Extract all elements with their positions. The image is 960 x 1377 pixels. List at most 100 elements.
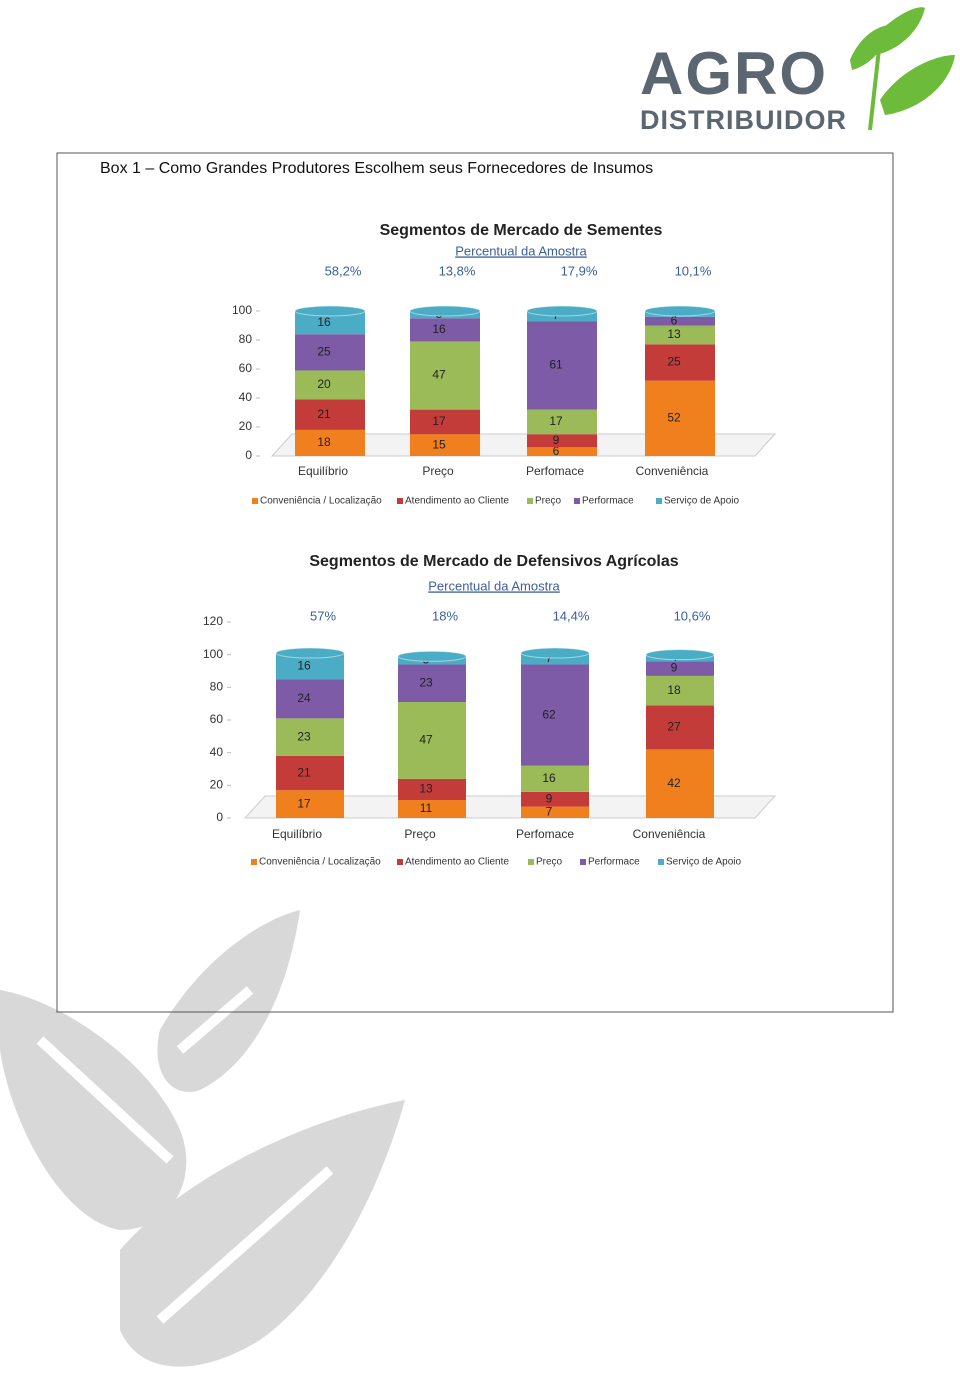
bar-top [520, 647, 590, 659]
data-label: 21 [317, 407, 331, 421]
bar-segment [521, 653, 589, 665]
x-tick-label: Perfomace [526, 464, 584, 478]
x-tick-label: Conveniência [633, 827, 706, 841]
data-label: 21 [297, 765, 311, 779]
data-label: 9 [546, 791, 553, 805]
y-tick-label: 20 [239, 419, 253, 433]
data-label: 7 [546, 804, 553, 818]
data-label: 23 [419, 675, 433, 689]
bar-top [409, 305, 481, 317]
data-label: 9 [553, 433, 560, 447]
y-tick-label: 40 [210, 745, 224, 759]
data-label: 16 [317, 315, 331, 329]
bar-segment [646, 675, 714, 706]
box-frame [56, 152, 894, 1013]
bar-segment [410, 409, 480, 435]
y-tick-label: 40 [239, 390, 253, 404]
bar-segment [645, 380, 715, 456]
legend-label: Preço [536, 857, 563, 868]
data-label: 11 [420, 801, 433, 815]
bar-top [275, 647, 345, 659]
annotation: 13,8% [439, 263, 476, 278]
y-tick-label: 120 [203, 614, 223, 628]
data-label: 27 [667, 720, 681, 734]
bar-segment [295, 334, 365, 371]
legend-swatch [574, 498, 580, 504]
logo [850, 7, 955, 131]
legend-swatch [397, 859, 403, 865]
data-label: 18 [667, 683, 681, 697]
bar-segment [276, 790, 344, 818]
data-label: 47 [432, 368, 446, 382]
data-label: 13 [667, 327, 681, 341]
annotation: 18% [432, 608, 458, 623]
data-label: 17 [297, 796, 311, 810]
legend-label: Conveniência / Localização [259, 857, 381, 868]
chart-title: Segmentos de Mercado de Defensivos Agríc… [309, 553, 678, 570]
x-tick-label: Equilíbrio [298, 464, 348, 478]
legend-swatch [251, 859, 257, 865]
data-label: 47 [419, 733, 433, 747]
data-label: 18 [317, 435, 331, 449]
data-label: 16 [297, 658, 311, 672]
y-tick-label: 80 [210, 680, 224, 694]
bar-segment [276, 755, 344, 791]
legend-label: Performace [588, 857, 640, 868]
data-label: 24 [297, 691, 311, 705]
bar-top [644, 305, 716, 317]
legend-label: Atendimento ao Cliente [405, 857, 509, 868]
bar-segment [646, 661, 714, 676]
data-label: 17 [432, 414, 446, 428]
bar-segment [646, 705, 714, 750]
bar-segment [410, 434, 480, 456]
bar-segment [645, 344, 715, 381]
data-label: 52 [667, 410, 681, 424]
logo-bottom: DISTRIBUIDOR [640, 105, 847, 135]
x-tick-label: Preço [404, 827, 436, 841]
bar-segment [398, 778, 466, 801]
data-label: 6 [671, 313, 678, 327]
bar-segment [295, 429, 365, 456]
chart-title: Segmentos de Mercado de Sementes [380, 222, 663, 239]
bar-segment [527, 434, 597, 448]
legend-swatch [527, 498, 533, 504]
legend-label: Conveniência / Localização [260, 496, 382, 507]
bar-segment [645, 325, 715, 345]
x-tick-label: Conveniência [636, 464, 709, 478]
annotation: 17,9% [561, 263, 598, 278]
data-label: 13 [419, 782, 433, 796]
bar-segment [410, 341, 480, 410]
annotation: 57% [310, 608, 336, 623]
x-tick-label: Perfomace [516, 827, 574, 841]
x-tick-label: Equilíbrio [272, 827, 322, 841]
bar-segment [521, 806, 589, 818]
y-tick-label: 80 [239, 332, 253, 346]
bar-segment [295, 311, 365, 335]
x-tick-label: Preço [422, 464, 454, 478]
y-tick-label: 100 [232, 303, 252, 317]
legend-label: Serviço de Apoio [664, 496, 739, 507]
y-tick-label: 0 [245, 448, 252, 462]
box-title: Box 1 – Como Grandes Produtores Escolhem… [100, 160, 653, 177]
y-tick-label: 60 [239, 361, 253, 375]
bar-segment [398, 702, 466, 779]
data-label: 15 [432, 437, 446, 451]
annotation: 10,1% [675, 263, 712, 278]
annotation: 14,4% [553, 608, 590, 623]
bar-segment [521, 664, 589, 766]
bar-segment [521, 765, 589, 792]
data-label: 42 [667, 776, 681, 790]
y-tick-label: 100 [203, 647, 223, 661]
y-tick-label: 60 [210, 712, 224, 726]
data-label: 62 [542, 707, 556, 721]
y-tick-label: 20 [210, 778, 224, 792]
data-label: 25 [667, 355, 681, 369]
data-label: 6 [553, 444, 560, 458]
chart-subtitle: Percentual da Amostra [455, 243, 587, 258]
bar-segment [295, 399, 365, 430]
legend-swatch [656, 498, 662, 504]
bar-segment [398, 664, 466, 703]
bar-segment [527, 321, 597, 410]
